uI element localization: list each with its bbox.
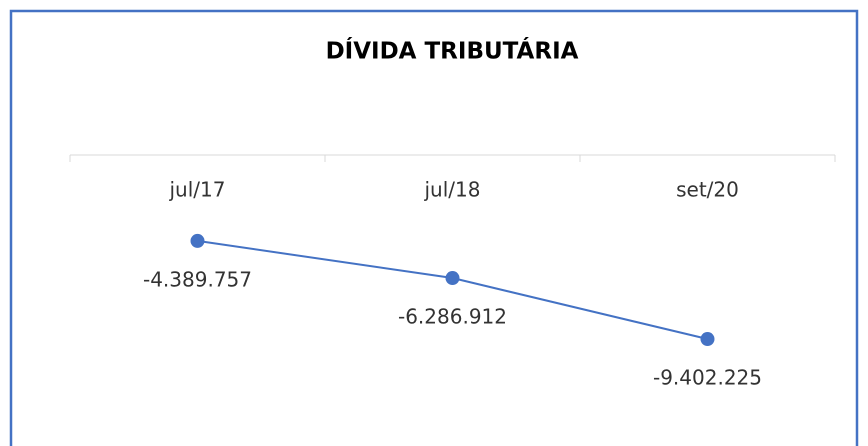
- x-tick-label: jul/17: [169, 178, 226, 202]
- x-tick-label: set/20: [676, 178, 739, 202]
- frame: [9, 9, 859, 446]
- point: [445, 271, 460, 286]
- point: [190, 233, 205, 248]
- data-label: -6.286.912: [398, 305, 507, 329]
- x-tick-label: jul/18: [424, 178, 481, 202]
- data-label: -9.402.225: [653, 366, 762, 390]
- chart-title: DÍVIDA TRIBUTÁRIA: [326, 37, 579, 65]
- data-label: -4.389.757: [143, 267, 252, 291]
- point: [700, 332, 715, 347]
